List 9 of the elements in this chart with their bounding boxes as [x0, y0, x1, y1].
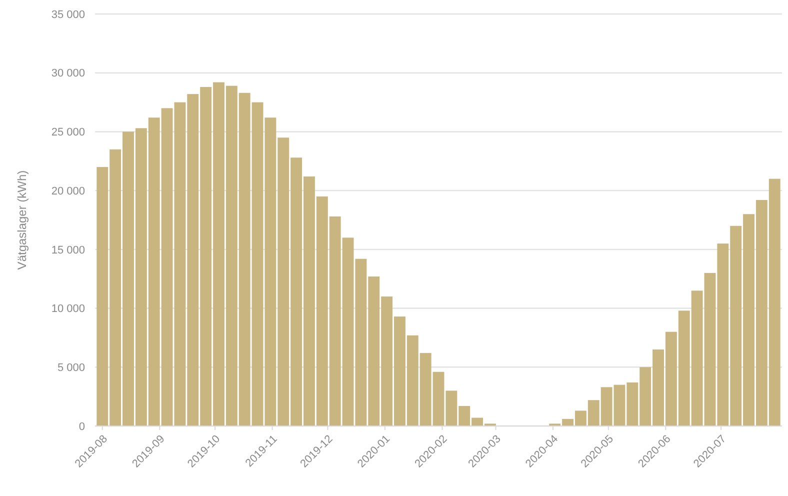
y-tick-label: 35 000 [51, 8, 85, 21]
y-tick-label: 10 000 [51, 303, 85, 316]
y-tick-label: 15 000 [51, 244, 85, 256]
y-tick-label: 30 000 [51, 68, 85, 80]
y-tick-label: 25 000 [51, 126, 85, 139]
y-tick-label: 0 [78, 420, 85, 433]
y-tick-label: 20 000 [51, 185, 85, 198]
y-tick-label: 5 000 [57, 362, 85, 374]
y-axis-title: Vätgaslager (kWh) [15, 170, 29, 270]
